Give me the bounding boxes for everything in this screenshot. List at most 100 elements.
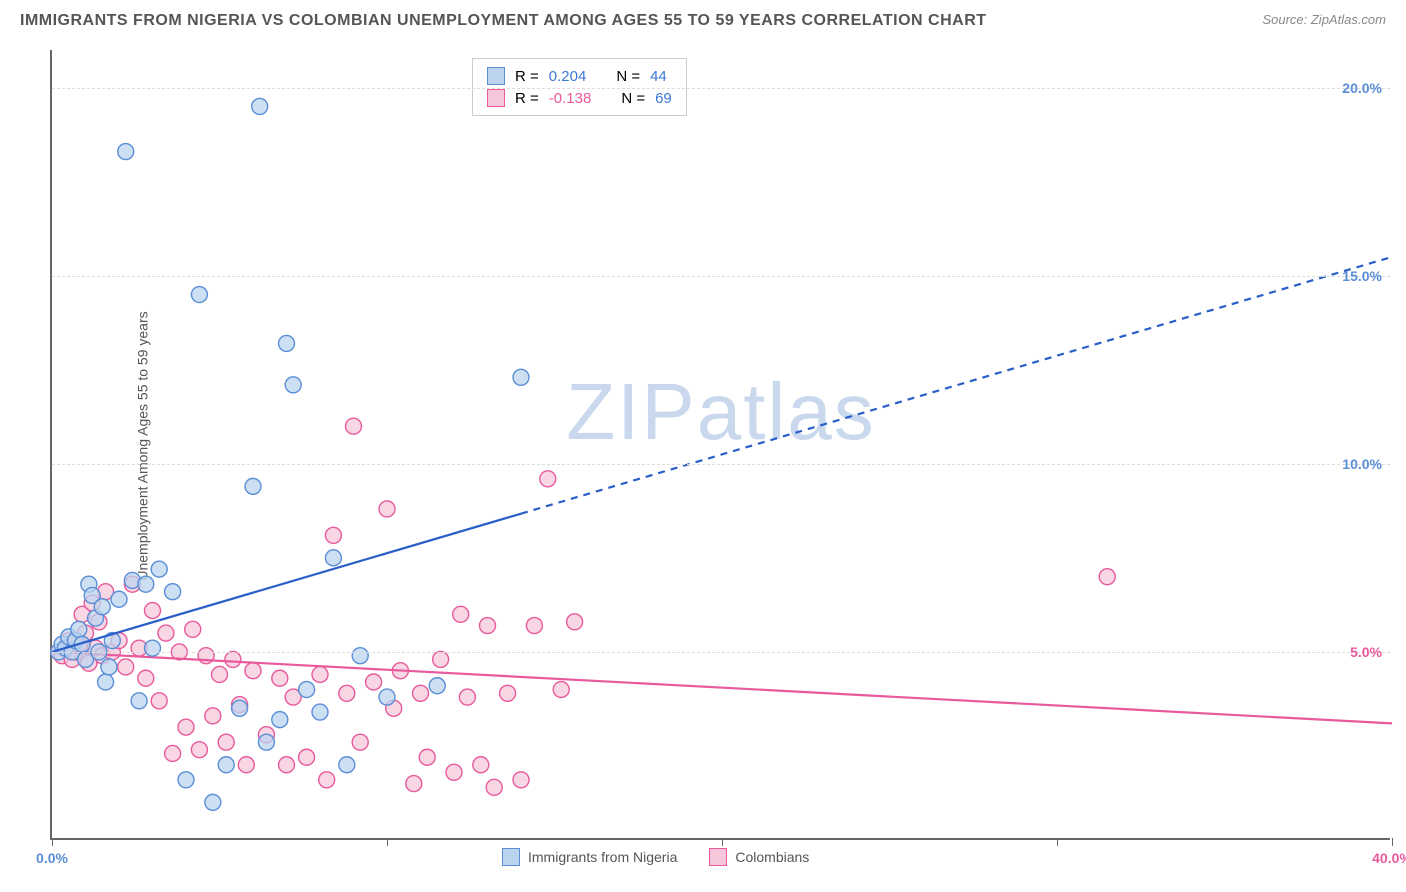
scatter-point-pink	[245, 663, 261, 679]
scatter-point-pink	[218, 734, 234, 750]
scatter-point-pink	[553, 682, 569, 698]
trend-line-blue-dashed	[521, 257, 1392, 514]
gridline	[52, 88, 1390, 89]
scatter-point-pink	[453, 606, 469, 622]
legend-item: Immigrants from Nigeria	[502, 848, 677, 866]
scatter-point-blue	[232, 700, 248, 716]
scatter-point-pink	[279, 757, 295, 773]
scatter-point-pink	[1099, 569, 1115, 585]
x-tick-label: 40.0%	[1372, 850, 1406, 866]
scatter-point-pink	[366, 674, 382, 690]
x-tick	[52, 838, 53, 846]
legend-swatch-pink	[709, 848, 727, 866]
scatter-point-blue	[352, 648, 368, 664]
scatter-point-blue	[131, 693, 147, 709]
scatter-point-pink	[406, 776, 422, 792]
scatter-svg	[52, 50, 1390, 838]
scatter-point-pink	[352, 734, 368, 750]
scatter-point-blue	[138, 576, 154, 592]
scatter-point-pink	[299, 749, 315, 765]
y-tick-label: 10.0%	[1342, 456, 1382, 472]
gridline	[52, 276, 1390, 277]
trend-line-blue	[52, 514, 521, 652]
legend-swatch-blue	[502, 848, 520, 866]
scatter-point-pink	[433, 651, 449, 667]
scatter-point-pink	[526, 618, 542, 634]
scatter-point-pink	[238, 757, 254, 773]
scatter-point-pink	[486, 779, 502, 795]
scatter-point-pink	[513, 772, 529, 788]
scatter-point-pink	[500, 685, 516, 701]
scatter-point-blue	[252, 98, 268, 114]
gridline	[52, 652, 1390, 653]
scatter-point-blue	[205, 794, 221, 810]
scatter-point-blue	[429, 678, 445, 694]
scatter-point-blue	[94, 599, 110, 615]
plot-area: ZIPatlas R = 0.204 N = 44 R = -0.138 N =…	[50, 50, 1390, 840]
scatter-point-pink	[165, 745, 181, 761]
trend-line-pink	[52, 652, 1392, 723]
scatter-point-pink	[325, 527, 341, 543]
scatter-point-blue	[218, 757, 234, 773]
scatter-point-blue	[279, 335, 295, 351]
scatter-point-pink	[272, 670, 288, 686]
scatter-point-blue	[191, 287, 207, 303]
scatter-point-pink	[145, 603, 161, 619]
source-prefix: Source:	[1262, 12, 1310, 27]
y-tick-label: 5.0%	[1350, 644, 1382, 660]
scatter-point-blue	[178, 772, 194, 788]
scatter-point-blue	[165, 584, 181, 600]
scatter-point-pink	[346, 418, 362, 434]
scatter-point-blue	[98, 674, 114, 690]
legend-item: Colombians	[709, 848, 809, 866]
scatter-point-pink	[319, 772, 335, 788]
scatter-point-blue	[258, 734, 274, 750]
scatter-point-pink	[446, 764, 462, 780]
scatter-point-pink	[473, 757, 489, 773]
y-tick-label: 15.0%	[1342, 268, 1382, 284]
gridline	[52, 464, 1390, 465]
scatter-point-blue	[118, 144, 134, 160]
scatter-point-pink	[459, 689, 475, 705]
scatter-point-blue	[312, 704, 328, 720]
scatter-point-pink	[379, 501, 395, 517]
scatter-point-blue	[339, 757, 355, 773]
legend-label: Immigrants from Nigeria	[528, 849, 677, 865]
source-attribution: Source: ZipAtlas.com	[1262, 12, 1386, 27]
scatter-point-blue	[379, 689, 395, 705]
series-legend: Immigrants from Nigeria Colombians	[502, 848, 809, 866]
scatter-point-blue	[151, 561, 167, 577]
y-tick-label: 20.0%	[1342, 80, 1382, 96]
x-tick-label: 0.0%	[36, 850, 68, 866]
scatter-point-pink	[212, 666, 228, 682]
scatter-point-pink	[185, 621, 201, 637]
scatter-point-pink	[151, 693, 167, 709]
scatter-point-pink	[339, 685, 355, 701]
scatter-point-pink	[118, 659, 134, 675]
x-tick	[387, 838, 388, 846]
scatter-point-pink	[419, 749, 435, 765]
scatter-point-pink	[480, 618, 496, 634]
x-tick	[722, 838, 723, 846]
scatter-point-blue	[325, 550, 341, 566]
scatter-point-pink	[191, 742, 207, 758]
scatter-point-pink	[540, 471, 556, 487]
scatter-point-pink	[413, 685, 429, 701]
x-tick	[1392, 838, 1393, 846]
x-tick	[1057, 838, 1058, 846]
scatter-point-blue	[299, 682, 315, 698]
scatter-point-blue	[71, 621, 87, 637]
scatter-point-blue	[111, 591, 127, 607]
scatter-point-blue	[145, 640, 161, 656]
scatter-point-pink	[158, 625, 174, 641]
scatter-point-pink	[205, 708, 221, 724]
scatter-point-blue	[101, 659, 117, 675]
legend-label: Colombians	[735, 849, 809, 865]
scatter-point-blue	[513, 369, 529, 385]
source-name: ZipAtlas.com	[1311, 12, 1386, 27]
scatter-point-blue	[285, 377, 301, 393]
scatter-point-pink	[567, 614, 583, 630]
scatter-point-blue	[245, 478, 261, 494]
scatter-point-pink	[225, 651, 241, 667]
scatter-point-pink	[178, 719, 194, 735]
